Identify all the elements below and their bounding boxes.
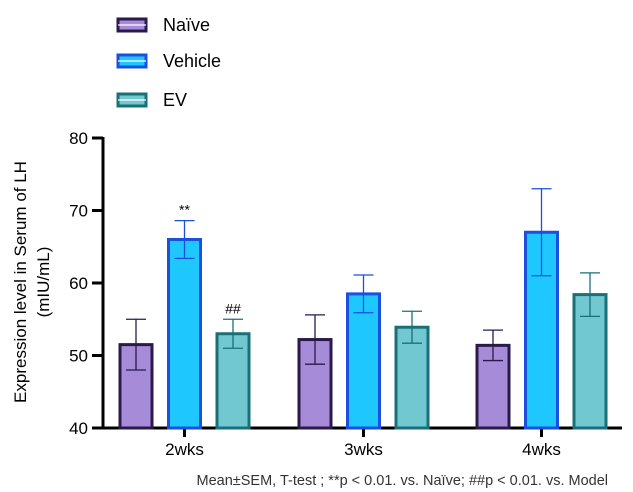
- bars-group: ** ##: [118, 188, 608, 430]
- legend-label: Naïve: [163, 15, 210, 35]
- legend: Naïve Vehicle EV: [116, 15, 221, 110]
- y-axis: 40 50 60 70 80: [69, 129, 105, 438]
- y-tick-label: 80: [69, 129, 88, 148]
- legend-label: Vehicle: [163, 51, 221, 71]
- legend-label: EV: [163, 90, 187, 110]
- significance-label: **: [179, 202, 190, 218]
- y-tick-label: 70: [69, 202, 88, 221]
- x-tick-label: 4wks: [522, 440, 561, 459]
- x-tick-label: 2wks: [165, 440, 204, 459]
- y-tick-label: 40: [69, 419, 88, 438]
- significance-label: ##: [225, 300, 241, 316]
- x-axis: 2wks 3wks 4wks: [101, 426, 622, 459]
- y-axis-label: Expression level in Serum of LH: [11, 161, 30, 403]
- y-tick-label: 50: [69, 347, 88, 366]
- x-tick-label: 3wks: [344, 440, 383, 459]
- bar: [346, 292, 381, 430]
- y-axis-unit-label: (mIU/mL): [34, 247, 53, 318]
- bar: [167, 238, 202, 430]
- footnote: Mean±SEM, T-test ; **p < 0.01. vs. Naïve…: [197, 473, 608, 489]
- y-tick-label: 60: [69, 274, 88, 293]
- bar: [394, 325, 430, 430]
